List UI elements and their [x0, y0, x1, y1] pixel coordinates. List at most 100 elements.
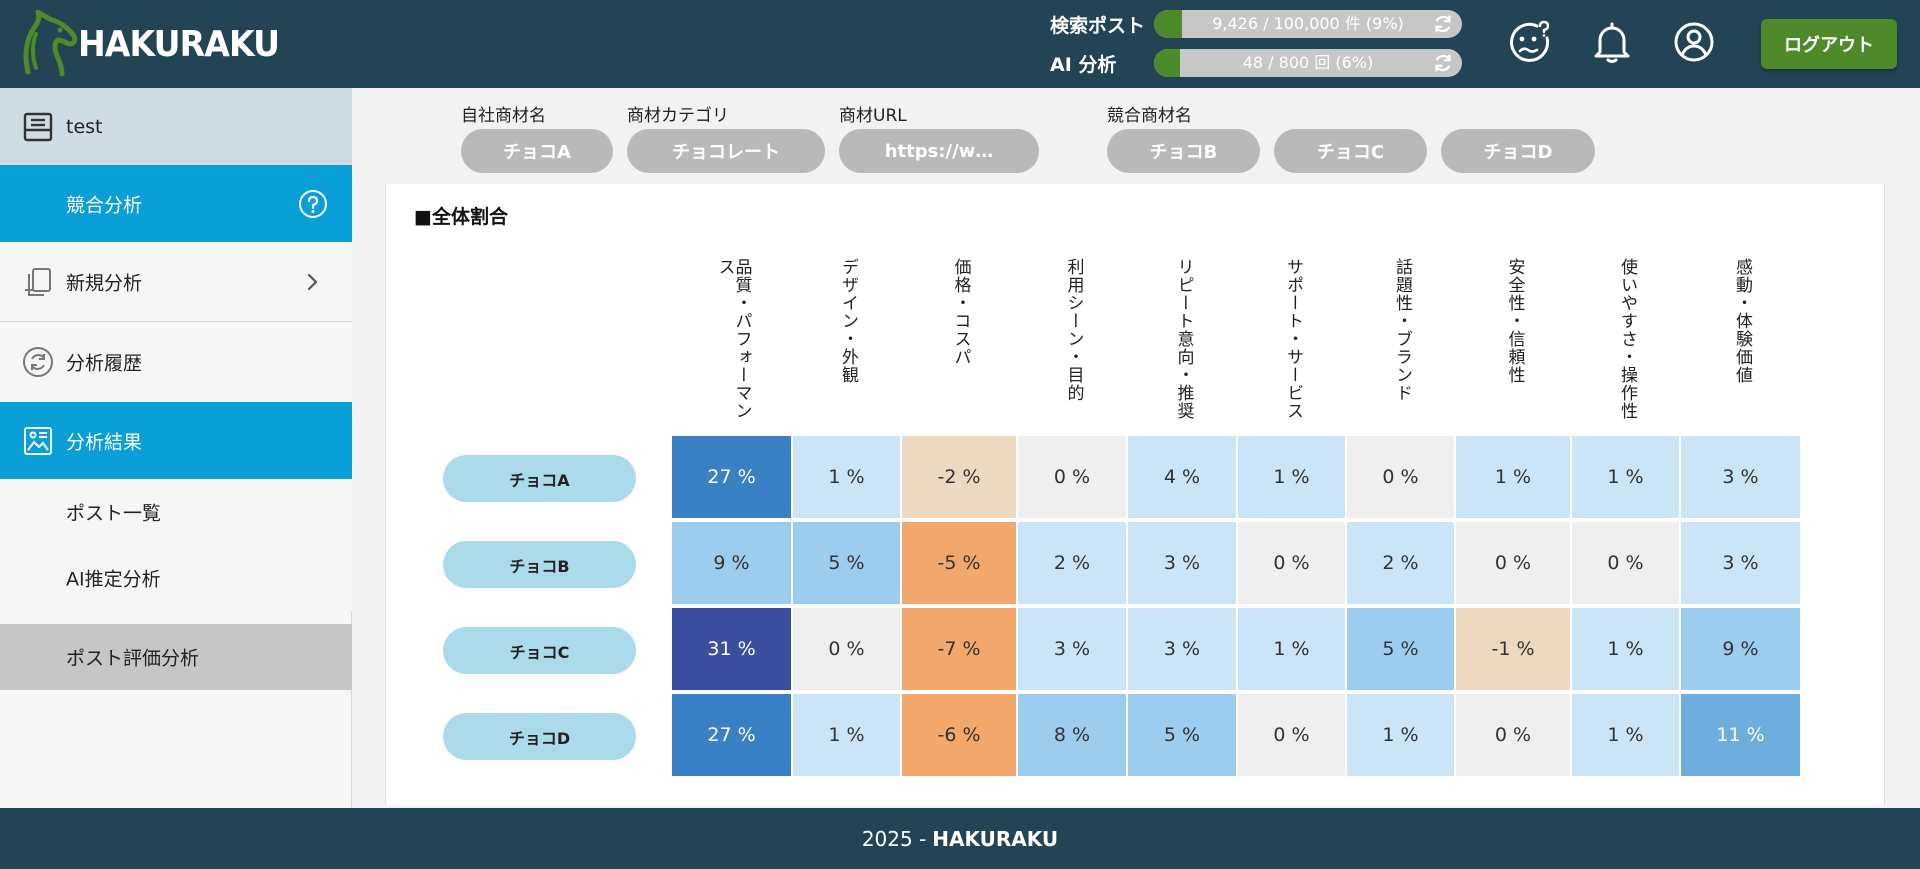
heatmap-cell: 1 % [1572, 694, 1681, 778]
sidebar-item-post-evaluation[interactable]: ポスト評価分析 [0, 624, 352, 690]
heatmap-cell: 0 % [1456, 694, 1572, 778]
heatmap-cell: 4 % [1128, 436, 1238, 520]
footer: 2025 - HAKURAKU [0, 808, 1920, 869]
heatmap-cell: 3 % [1681, 436, 1802, 520]
sidebar-item-label: 分析結果 [66, 431, 143, 453]
competitor-label: 競合商材名 [1107, 106, 1192, 126]
category-pill[interactable]: チョコレート [627, 129, 825, 173]
help-icon[interactable] [298, 189, 328, 219]
heatmap-cell: 1 % [1347, 694, 1456, 778]
footer-year: 2025 - [861, 826, 927, 851]
column-header-label: 利用シーン・目的 [1063, 258, 1084, 402]
sidebar-item-competitive-analysis[interactable]: 競合分析 [0, 165, 352, 242]
heatmap-cell: 1 % [1572, 436, 1681, 520]
column-header: 安全性・信頼性 [1456, 258, 1572, 424]
heatmap-cell: 3 % [1128, 522, 1238, 606]
row-product-pill[interactable]: チョコB [443, 541, 636, 588]
column-header: サポート・サービス [1238, 258, 1347, 424]
row-product-pill[interactable]: チョコA [443, 455, 636, 502]
search-post-quota: 検索ポスト 9,426 / 100,000 件 (9%) [1050, 10, 1462, 38]
heatmap-cell: 8 % [1018, 694, 1128, 778]
heatmap-cell: 1 % [1456, 436, 1572, 520]
column-header-label: 話題性・ブランド [1392, 258, 1412, 402]
column-header-label: リピート意向・推奨 [1173, 258, 1194, 420]
competitor-pill[interactable]: チョコC [1274, 129, 1427, 173]
sidebar-item-ai-estimate[interactable]: AI推定分析 [0, 545, 352, 611]
sidebar-item-workspace[interactable]: test [0, 88, 352, 165]
refresh-icon[interactable] [1432, 13, 1454, 35]
heatmap-cell: 9 % [1681, 608, 1802, 692]
column-header: 使いやすさ・操作性 [1572, 258, 1681, 424]
column-header: 話題性・ブランド [1347, 258, 1456, 424]
sidebar-item-label: 分析履歴 [66, 352, 143, 375]
row-product-pill[interactable]: チョコC [443, 627, 636, 674]
heatmap-cell: -2 % [902, 436, 1018, 520]
quota-text: 9,426 / 100,000 件 (9%) [1212, 14, 1404, 33]
sidebar-item-post-list[interactable]: ポスト一覧 [0, 479, 352, 545]
logo[interactable]: HAKURAKU [18, 10, 297, 78]
sidebar-item-results[interactable]: 分析結果 [0, 402, 352, 479]
sidebar-item-label: ポスト一覧 [66, 502, 162, 525]
sidebar-item-new-analysis[interactable]: 新規分析 [0, 242, 352, 322]
heatmap-cell: 5 % [793, 522, 902, 606]
quota-bar: 9,426 / 100,000 件 (9%) [1154, 10, 1462, 38]
heatmap-cell: 2 % [1018, 522, 1128, 606]
heatmap-cell: 1 % [1572, 608, 1681, 692]
quota-bar: 48 / 800 回 (6%) [1154, 49, 1462, 77]
horse-logo-icon [23, 10, 78, 77]
sidebar-item-label: 競合分析 [66, 194, 143, 216]
column-header-label: 安全性・信頼性 [1504, 258, 1525, 384]
heatmap-cell: 0 % [1238, 522, 1347, 606]
brand-name: HAKURAKU [78, 23, 280, 65]
confused-face-icon[interactable] [1507, 20, 1551, 64]
sidebar-item-label: test [66, 115, 103, 138]
column-header: 価格・コスパ [902, 258, 1018, 424]
column-header-label: 品質・パフォーマンス [714, 258, 752, 420]
filter-bar: 自社商材名 チョコA 商材カテゴリ チョコレート 商材URL https://w… [353, 88, 1920, 184]
ai-analysis-quota: AI 分析 48 / 800 回 (6%) [1050, 49, 1462, 77]
heatmap-cell: 1 % [1238, 436, 1347, 520]
product-url-pill[interactable]: https://w… [839, 129, 1039, 173]
category-label: 商材カテゴリ [627, 106, 729, 126]
footer-brand: HAKURAKU [932, 826, 1059, 851]
user-account-icon[interactable] [1672, 20, 1716, 64]
sidebar-item-label: AI推定分析 [66, 568, 161, 591]
heatmap-cell: 3 % [1018, 608, 1128, 692]
sidebar-item-label: ポスト評価分析 [66, 647, 200, 670]
inbox-tray-icon [23, 112, 53, 141]
column-header-label: デザイン・外観 [838, 258, 858, 384]
chevron-right-icon [307, 273, 318, 290]
heatmap-cell: -7 % [902, 608, 1018, 692]
column-header: デザイン・外観 [793, 258, 902, 424]
column-header: 利用シーン・目的 [1018, 258, 1128, 424]
history-refresh-icon [23, 347, 53, 377]
column-header: リピート意向・推奨 [1128, 258, 1238, 424]
heatmap-cell: 27 % [672, 694, 793, 778]
product-url-label: 商材URL [839, 106, 907, 126]
column-header: 感動・体験価値 [1681, 258, 1802, 424]
heatmap-cell: 0 % [1456, 522, 1572, 606]
row-product-pill[interactable]: チョコD [443, 713, 636, 760]
logout-button[interactable]: ログアウト [1761, 19, 1897, 69]
refresh-icon[interactable] [1432, 52, 1454, 74]
heatmap-cell: 5 % [1128, 694, 1238, 778]
heatmap-cell: 0 % [1572, 522, 1681, 606]
heatmap-cell: 1 % [1238, 608, 1347, 692]
sidebar-item-label: 新規分析 [66, 272, 143, 294]
heatmap-cell: 0 % [793, 608, 902, 692]
section-title: ■全体割合 [414, 206, 508, 228]
heatmap-cell: 1 % [793, 436, 902, 520]
competitor-pill[interactable]: チョコB [1107, 129, 1260, 173]
competitor-pill[interactable]: チョコD [1441, 129, 1595, 173]
bell-icon[interactable] [1590, 20, 1634, 64]
heatmap-cell: 0 % [1347, 436, 1456, 520]
column-header-label: 感動・体験価値 [1732, 258, 1752, 384]
own-product-pill[interactable]: チョコA [461, 129, 613, 173]
heatmap-cell: -1 % [1456, 608, 1572, 692]
image-report-icon [24, 426, 52, 455]
heatmap-cell: 5 % [1347, 608, 1456, 692]
own-product-label: 自社商材名 [461, 106, 546, 126]
heatmap-cell: -5 % [902, 522, 1018, 606]
sidebar-item-history[interactable]: 分析履歴 [0, 322, 352, 402]
quota-fill [1154, 10, 1182, 38]
